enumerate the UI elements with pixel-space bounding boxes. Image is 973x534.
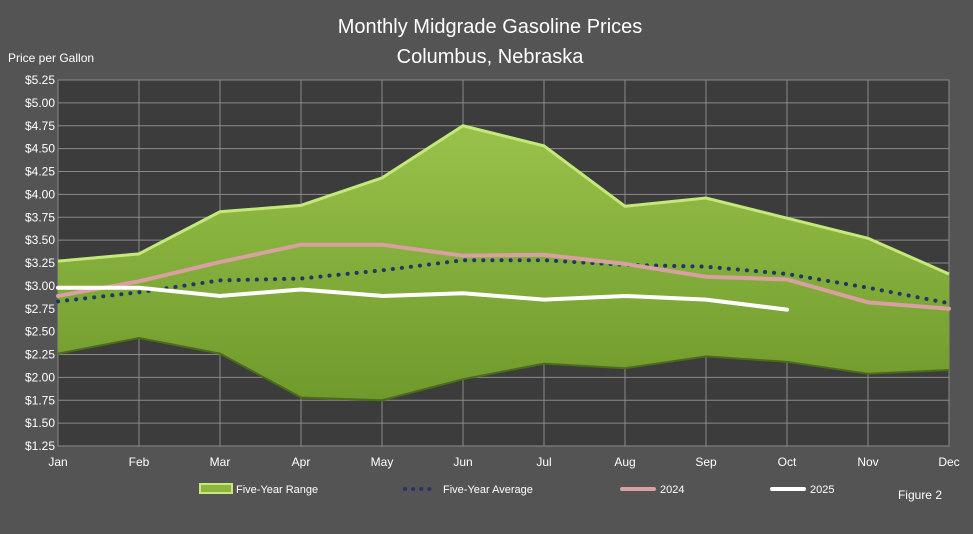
y-tick-label: $1.50 <box>25 416 55 430</box>
figure-label: Figure 2 <box>898 488 942 502</box>
x-tick-label: Jul <box>536 455 551 469</box>
chart-subtitle: Columbus, Nebraska <box>397 46 585 68</box>
chart-title: Monthly Midgrade Gasoline Prices <box>338 16 643 38</box>
x-tick-label: Feb <box>129 455 150 469</box>
y-tick-label: $3.50 <box>25 233 55 247</box>
x-tick-label: May <box>371 455 394 469</box>
x-tick-label: Apr <box>292 455 311 469</box>
plot-area: $1.25 $1.50 $1.75 $2.00 $2.25 $2.50 $2.75 $3.00… <box>25 73 960 469</box>
series-line-2025 <box>56 285 789 312</box>
y-tick-label: $2.50 <box>25 325 55 339</box>
y-tick-label: $2.00 <box>25 370 55 384</box>
legend-label: Five-Year Range <box>236 484 318 496</box>
y-tick-label: $4.75 <box>25 119 55 133</box>
x-tick-label: Aug <box>614 455 635 469</box>
y-tick-label: $5.25 <box>25 73 55 87</box>
y-tick-label: $4.00 <box>25 187 55 201</box>
y-axis-label: Price per Gallon <box>8 51 94 65</box>
x-tick-label: Oct <box>778 455 797 469</box>
y-tick-label: $4.25 <box>25 165 55 179</box>
y-tick-label: $1.25 <box>25 439 55 453</box>
y-tick-label: $2.25 <box>25 348 55 362</box>
five-year-range-area <box>58 125 949 401</box>
legend-label: 2024 <box>660 484 684 496</box>
series-line-2024 <box>56 242 951 311</box>
y-tick-label: $1.75 <box>25 393 55 407</box>
legend-label: Five-Year Average <box>443 484 533 496</box>
y-tick-label: $2.75 <box>25 302 55 316</box>
y-tick-label: $4.50 <box>25 142 55 156</box>
legend-label: 2025 <box>810 484 834 496</box>
x-tick-label: Jan <box>48 455 67 469</box>
x-tick-label: Jun <box>453 455 472 469</box>
y-tick-label: $3.25 <box>25 256 55 270</box>
series-line-five-year-average <box>56 258 951 306</box>
y-tick-label: $3.75 <box>25 210 55 224</box>
x-tick-label: Sep <box>695 455 717 469</box>
x-tick-label: Nov <box>857 455 878 469</box>
legend-swatch-five-year-range <box>199 483 233 494</box>
five-year-range-high-edge <box>57 124 950 276</box>
x-tick-label: Dec <box>938 455 959 469</box>
y-tick-label: $5.00 <box>25 96 55 110</box>
five-year-range-low-edge <box>57 337 950 402</box>
y-tick-label: $3.00 <box>25 279 55 293</box>
legend: Five-Year Range Five-Year Average 2024 2025 <box>199 483 834 496</box>
x-tick-label: Mar <box>210 455 231 469</box>
